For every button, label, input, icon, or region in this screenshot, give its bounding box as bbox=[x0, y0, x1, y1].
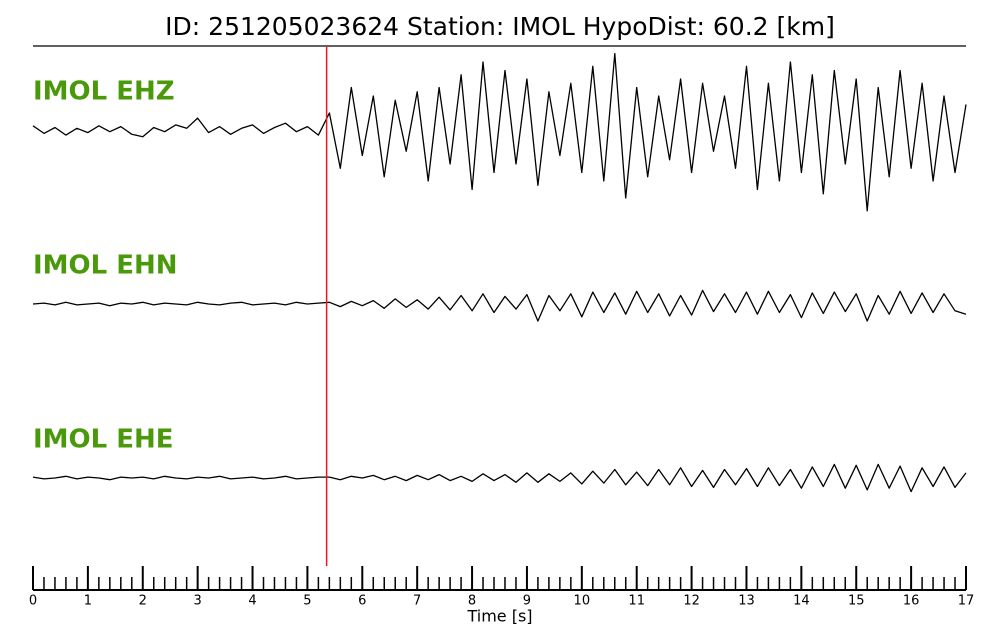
x-tick-label: 16 bbox=[903, 594, 920, 609]
x-tick-label: 14 bbox=[793, 594, 810, 609]
x-tick-label: 0 bbox=[29, 594, 37, 609]
trace-label: IMOL EHE bbox=[33, 425, 174, 455]
x-tick-label: 2 bbox=[139, 594, 147, 609]
trace-label: IMOL EHN bbox=[33, 251, 178, 281]
x-tick-label: 17 bbox=[958, 594, 975, 609]
x-axis-label: Time [s] bbox=[466, 607, 532, 626]
chart-title: ID: 251205023624 Station: IMOL HypoDist:… bbox=[165, 12, 835, 41]
x-tick-label: 10 bbox=[574, 594, 591, 609]
x-tick-label: 13 bbox=[738, 594, 755, 609]
x-tick-label: 7 bbox=[413, 594, 421, 609]
x-tick-label: 3 bbox=[194, 594, 202, 609]
x-tick-label: 5 bbox=[303, 594, 311, 609]
x-tick-label: 6 bbox=[358, 594, 366, 609]
x-tick-label: 9 bbox=[523, 594, 531, 609]
x-tick-label: 15 bbox=[848, 594, 865, 609]
x-tick-label: 1 bbox=[84, 594, 92, 609]
waveform bbox=[32, 289, 967, 322]
x-tick-label: 11 bbox=[628, 594, 645, 609]
x-tick-label: 4 bbox=[248, 594, 256, 609]
waveform bbox=[32, 463, 967, 493]
x-tick-label: 8 bbox=[468, 594, 476, 609]
trace-label: IMOL EHZ bbox=[33, 77, 175, 107]
x-tick-label: 12 bbox=[683, 594, 700, 609]
waveform bbox=[32, 52, 967, 212]
